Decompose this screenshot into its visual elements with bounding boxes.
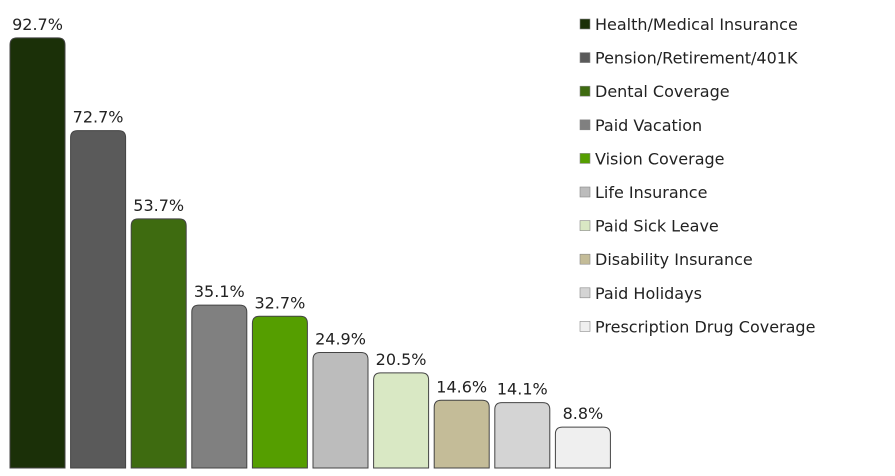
bar	[70, 130, 127, 469]
bar	[554, 426, 611, 469]
value-label: 92.7%	[12, 15, 63, 34]
legend-swatch	[579, 85, 591, 97]
value-label: 24.9%	[315, 329, 366, 348]
legend-swatch	[579, 186, 591, 198]
value-label: 14.6%	[436, 377, 487, 396]
legend-label: Dental Coverage	[595, 82, 730, 101]
bar	[312, 351, 369, 469]
bar	[9, 37, 66, 469]
value-label: 32.7%	[254, 293, 305, 312]
legend-label: Pension/Retirement/401K	[595, 49, 798, 68]
legend-label: Health/Medical Insurance	[595, 15, 798, 34]
bar	[191, 304, 248, 469]
bar	[130, 218, 187, 469]
value-label: 8.8%	[563, 404, 604, 423]
bar	[373, 372, 430, 469]
bar	[494, 402, 551, 469]
legend-swatch	[579, 287, 591, 299]
value-label: 14.1%	[497, 380, 548, 399]
bar	[251, 315, 308, 469]
legend-label: Prescription Drug Coverage	[595, 317, 815, 336]
legend-label: Vision Coverage	[595, 149, 725, 168]
legend-swatch	[579, 253, 591, 265]
legend-label: Paid Sick Leave	[595, 217, 719, 236]
legend-swatch	[579, 119, 591, 131]
legend-swatch	[579, 153, 591, 164]
legend-swatch	[579, 52, 591, 63]
legend-label: Disability Insurance	[595, 250, 753, 269]
legend-swatch	[579, 220, 591, 231]
legend-swatch	[579, 321, 591, 332]
legend-label: Paid Vacation	[595, 116, 702, 135]
value-label: 72.7%	[73, 108, 124, 127]
legend-swatch	[579, 18, 591, 30]
value-label: 35.1%	[194, 282, 245, 301]
value-label: 20.5%	[376, 350, 427, 369]
bar	[433, 399, 490, 469]
legend-label: Paid Holidays	[595, 284, 702, 303]
legend-label: Life Insurance	[595, 183, 707, 202]
value-label: 53.7%	[133, 196, 184, 215]
